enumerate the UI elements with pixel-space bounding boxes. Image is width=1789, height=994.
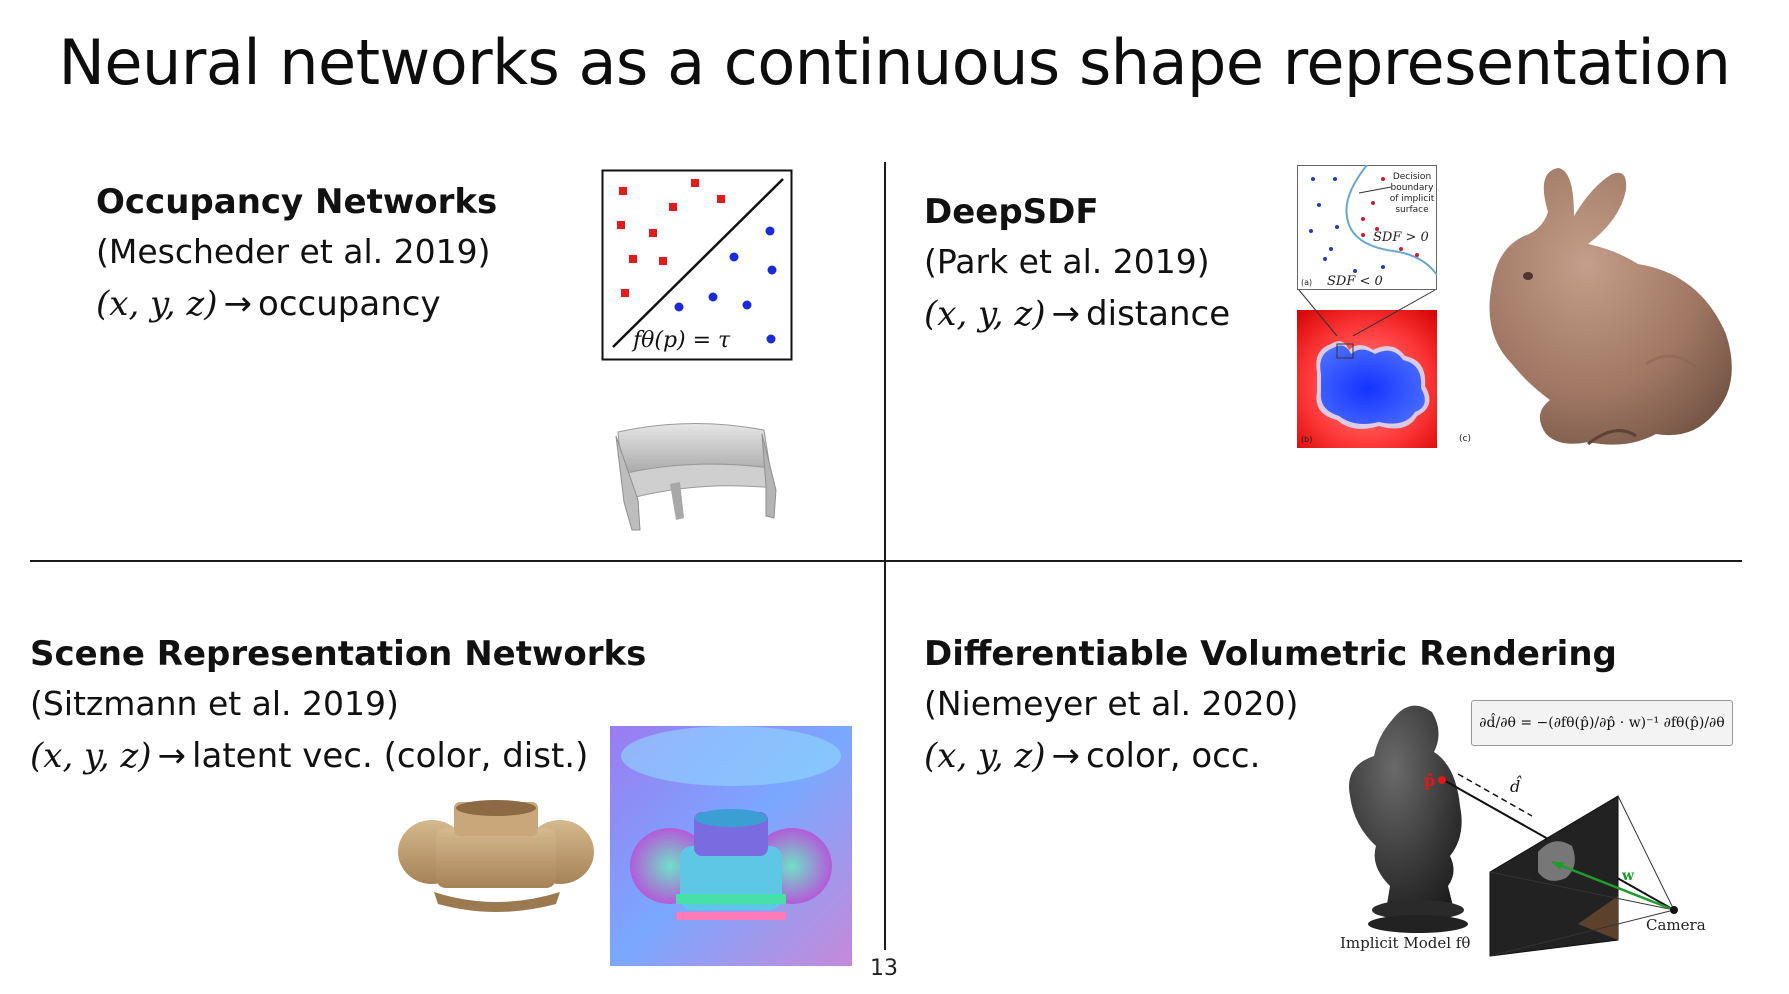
gradient-formula-box: ∂d̂/∂θ = −(∂fθ(p̂)/∂p̂ · w)⁻¹ ∂fθ(p̂)/∂θ	[1471, 700, 1733, 746]
surface-point-label: p̂	[1424, 771, 1435, 790]
occupancy-mapping: (x, y, z) → occupancy	[96, 284, 441, 324]
srn-citation: (Sitzmann et al. 2019)	[30, 684, 399, 723]
deepsdf-title: DeepSDF	[924, 192, 1099, 232]
dvr-mapping: (x, y, z) → color, occ.	[924, 736, 1260, 776]
srn-title: Scene Representation Networks	[30, 634, 647, 674]
mapping-input: (x, y, z)	[30, 736, 152, 776]
camera-label: Camera	[1646, 916, 1706, 934]
sdf-negative-label: SDF < 0	[1327, 274, 1383, 289]
sdf-zoom-diagram: Decision boundary of implicit surface SD…	[1297, 165, 1437, 290]
bench-model-image	[615, 422, 777, 531]
panel-label: (c)	[1459, 434, 1471, 444]
occupancy-citation: (Mescheder et al. 2019)	[96, 232, 491, 271]
srn-mapping: (x, y, z) → latent vec. (color, dist.)	[30, 736, 588, 776]
zoom-connector-lines	[1298, 289, 1436, 337]
volumetric-rendering-diagram: p̂ d̂ w Camera	[1349, 705, 1706, 957]
ray-direction-label: w	[1621, 868, 1635, 884]
bunny-model-image	[1489, 168, 1732, 446]
occupancy-title: Occupancy Networks	[96, 182, 498, 222]
page-number: 13	[870, 956, 898, 981]
sdf-legend-text: Decision	[1393, 172, 1431, 182]
mapping-input: (x, y, z)	[924, 294, 1046, 334]
arrow-icon: →	[157, 736, 187, 776]
surface-point-marker	[1438, 776, 1446, 784]
mapping-output: occupancy	[258, 284, 441, 324]
deepsdf-citation: (Park et al. 2019)	[924, 242, 1210, 281]
camera-center-marker	[1670, 906, 1678, 914]
decision-boundary-label: fθ(p) = τ	[631, 328, 731, 353]
horizontal-divider	[30, 560, 1742, 562]
mapping-output: latent vec. (color, dist.)	[192, 736, 589, 776]
slide-title: Neural networks as a continuous shape re…	[58, 26, 1731, 99]
mapping-output: color, occ.	[1086, 736, 1261, 776]
mapping-input: (x, y, z)	[924, 736, 1046, 776]
dvr-title: Differentiable Volumetric Rendering	[924, 634, 1617, 674]
mapping-input: (x, y, z)	[96, 284, 218, 324]
vertical-divider	[884, 162, 886, 950]
panel-label: (b)	[1301, 435, 1312, 444]
sdf-legend-text: of implicit	[1390, 194, 1435, 204]
sdf-legend-text: boundary	[1391, 183, 1435, 193]
mapping-output: distance	[1086, 294, 1231, 334]
normal-map-image	[610, 726, 852, 966]
negative-points	[1309, 177, 1385, 273]
sdf-positive-label: SDF > 0	[1373, 230, 1429, 245]
empty-points	[674, 226, 777, 344]
implicit-model-caption: Implicit Model fθ	[1340, 934, 1471, 952]
panel-label: (a)	[1301, 278, 1312, 287]
implicit-model-statue	[1349, 705, 1468, 933]
arrow-icon: →	[1051, 736, 1081, 776]
sdf-field-image: (b)	[1297, 310, 1437, 448]
positive-points	[1361, 177, 1419, 257]
deepsdf-mapping: (x, y, z) → distance	[924, 294, 1230, 334]
capital-model-image	[398, 800, 594, 912]
occupied-points	[617, 179, 725, 297]
depth-label: d̂	[1510, 776, 1522, 796]
occupancy-decision-diagram: fθ(p) = τ	[601, 169, 793, 361]
sdf-legend-text: surface	[1395, 205, 1429, 215]
arrow-icon: →	[223, 284, 253, 324]
dvr-citation: (Niemeyer et al. 2020)	[924, 684, 1299, 723]
arrow-icon: →	[1051, 294, 1081, 334]
